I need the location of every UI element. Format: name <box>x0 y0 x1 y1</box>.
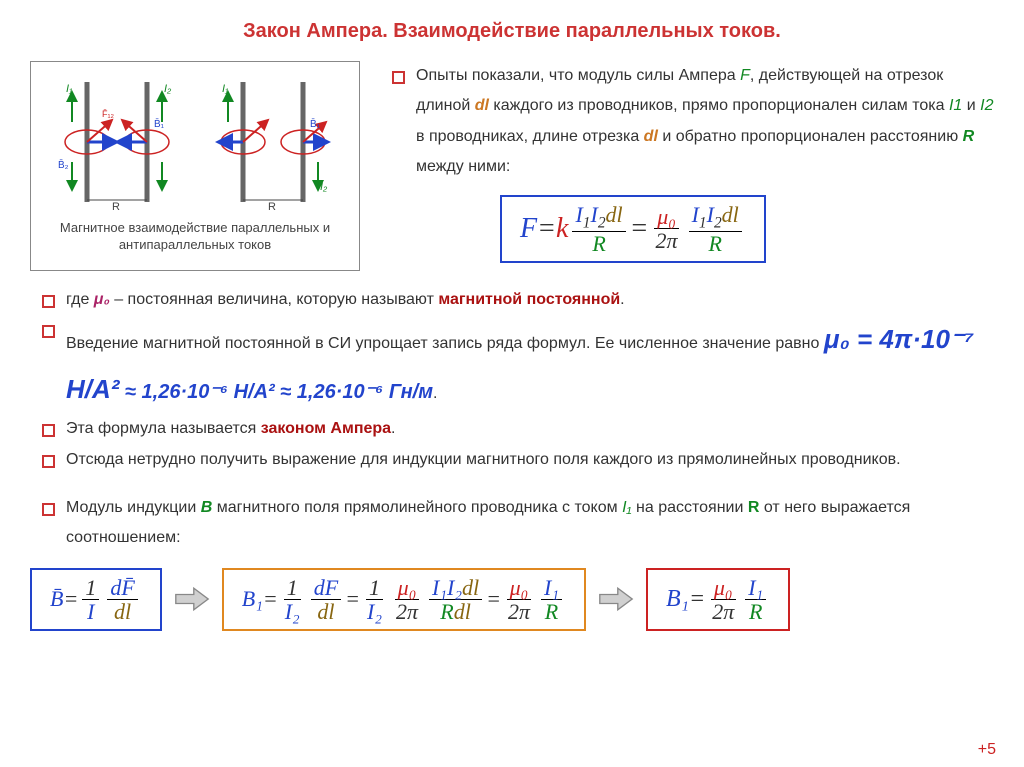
main-formula-wrap: F = k I1I2dl R = μ₀ 2π I1I2dl R <box>500 195 994 264</box>
formula-B1-derivation: B₁ = 1I₂ dFdl = 1I₂ μ₀2π I₁I₂dl Rdl = μ₀… <box>222 568 586 631</box>
bullet-B-modulus: Модуль индукции B магнитного поля прямол… <box>30 493 994 554</box>
diagram-caption: Магнитное взаимодействие параллельных и … <box>39 220 351 254</box>
bullet-mu-value: Введение магнитной постоянной в СИ упрощ… <box>30 315 994 414</box>
antiparallel-wires-diagram: R I₁ I₂ B̄₁ <box>198 72 348 212</box>
parallel-wires-diagram: R I₁ I₂ F̄₁₂ B̄₂ B̄₁ <box>42 72 192 212</box>
arrow-icon <box>174 585 210 613</box>
svg-text:R: R <box>268 201 276 212</box>
right-column: Опыты показали, что модуль силы Ампера F… <box>380 61 994 271</box>
arrow-icon <box>598 585 634 613</box>
svg-text:I₂: I₂ <box>164 83 172 95</box>
diagram-box: R I₁ I₂ F̄₁₂ B̄₂ B̄₁ <box>30 61 360 271</box>
para-1: Опыты показали, что модуль силы Ампера F… <box>380 61 994 183</box>
bullet-induction-intro: Отсюда нетрудно получить выражение для и… <box>30 445 994 475</box>
svg-text:R: R <box>112 201 120 212</box>
svg-text:I₁: I₁ <box>222 83 229 95</box>
formula-flow: B̄ = 1I dF̄dl B₁ = 1I₂ dFdl = 1I₂ μ₀2π I… <box>30 568 994 631</box>
top-row: R I₁ I₂ F̄₁₂ B̄₂ B̄₁ <box>30 61 994 271</box>
bullet-law-name: Эта формула называется законом Ампера. <box>30 414 994 444</box>
formula-B1-final: B₁ = μ₀2π I₁R <box>646 568 790 631</box>
svg-text:B̄₁: B̄₁ <box>154 117 165 130</box>
page-footer: +5 <box>978 741 996 759</box>
bullet-list: где μ₀ – постоянная величина, которую на… <box>30 285 994 475</box>
diagram-svg-wrap: R I₁ I₂ F̄₁₂ B̄₂ B̄₁ <box>39 72 351 212</box>
svg-text:F̄₁₂: F̄₁₂ <box>102 109 115 119</box>
svg-text:I₂: I₂ <box>320 181 328 193</box>
svg-text:B̄₁: B̄₁ <box>310 117 321 130</box>
bullet-list-2: Модуль индукции B магнитного поля прямол… <box>30 493 994 554</box>
svg-text:B̄₂: B̄₂ <box>58 158 69 171</box>
formula-B-def: B̄ = 1I dF̄dl <box>30 568 162 631</box>
bullet-mu-const: где μ₀ – постоянная величина, которую на… <box>30 285 994 315</box>
page-title: Закон Ампера. Взаимодействие параллельны… <box>30 20 994 43</box>
formula-ampere-force: F = k I1I2dl R = μ₀ 2π I1I2dl R <box>500 195 766 264</box>
svg-text:I₁: I₁ <box>66 83 73 95</box>
